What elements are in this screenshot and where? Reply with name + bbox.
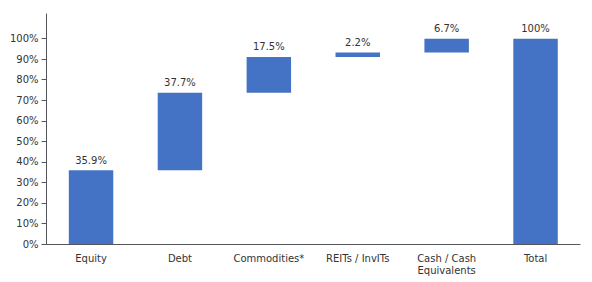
svg-text:REITs / InvITs: REITs / InvITs	[326, 253, 389, 264]
svg-text:17.5%: 17.5%	[253, 41, 285, 52]
svg-text:Equivalents: Equivalents	[418, 265, 476, 276]
svg-text:Debt: Debt	[168, 253, 192, 264]
svg-text:Cash / Cash: Cash / Cash	[417, 253, 476, 264]
svg-text:60%: 60%	[16, 115, 38, 126]
svg-text:100%: 100%	[10, 33, 39, 44]
svg-text:Equity: Equity	[75, 253, 107, 264]
svg-text:70%: 70%	[16, 95, 38, 106]
svg-text:50%: 50%	[16, 136, 38, 147]
svg-text:40%: 40%	[16, 156, 38, 167]
svg-text:20%: 20%	[16, 197, 38, 208]
svg-text:100%: 100%	[521, 23, 550, 34]
svg-text:10%: 10%	[16, 218, 38, 229]
svg-text:Total: Total	[523, 253, 547, 264]
svg-text:37.7%: 37.7%	[164, 77, 196, 88]
svg-text:Commodities*: Commodities*	[233, 253, 304, 264]
svg-text:6.7%: 6.7%	[434, 23, 459, 34]
svg-text:0%: 0%	[23, 239, 39, 250]
svg-text:90%: 90%	[16, 54, 38, 65]
svg-text:30%: 30%	[16, 177, 38, 188]
svg-text:35.9%: 35.9%	[75, 155, 107, 166]
svg-text:2.2%: 2.2%	[345, 37, 370, 48]
svg-text:80%: 80%	[16, 74, 38, 85]
